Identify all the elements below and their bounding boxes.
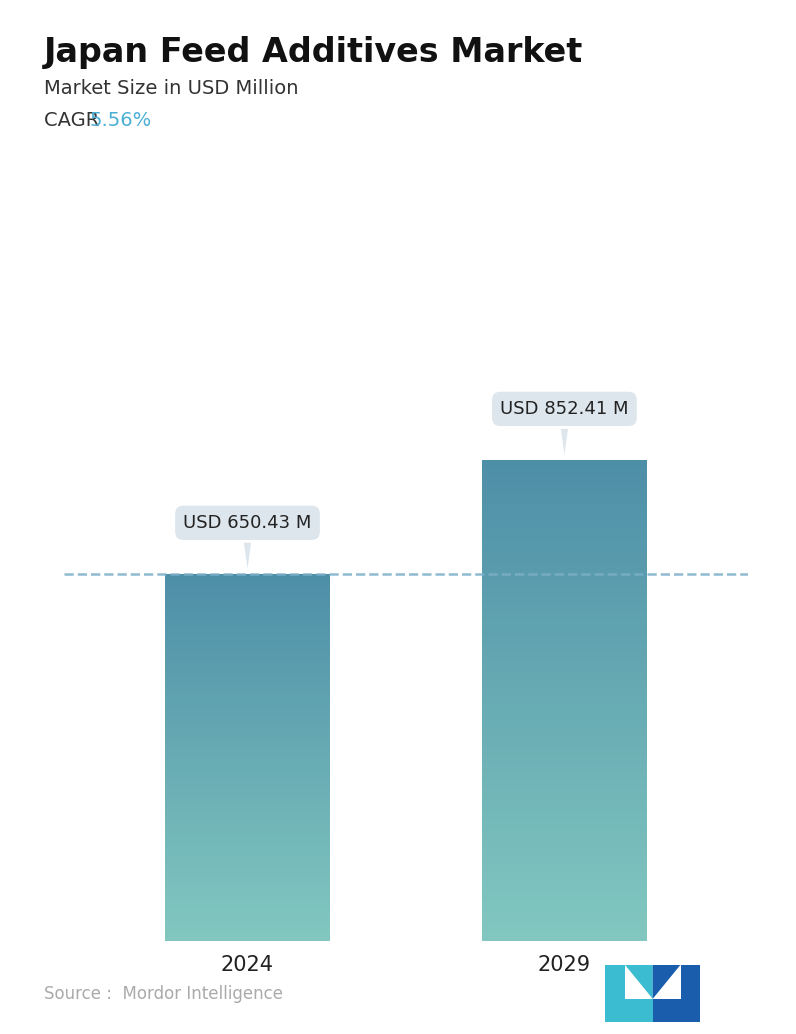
Polygon shape xyxy=(653,999,681,1022)
Polygon shape xyxy=(681,965,700,1022)
Polygon shape xyxy=(653,965,681,999)
Text: USD 650.43 M: USD 650.43 M xyxy=(183,514,312,569)
Text: USD 852.41 M: USD 852.41 M xyxy=(500,400,629,455)
Text: Source :  Mordor Intelligence: Source : Mordor Intelligence xyxy=(44,985,283,1003)
Polygon shape xyxy=(625,999,653,1022)
Polygon shape xyxy=(605,965,625,1022)
Text: 5.56%: 5.56% xyxy=(89,111,151,129)
Text: Market Size in USD Million: Market Size in USD Million xyxy=(44,79,298,97)
Text: CAGR: CAGR xyxy=(44,111,105,129)
Polygon shape xyxy=(625,965,653,999)
Text: Japan Feed Additives Market: Japan Feed Additives Market xyxy=(44,36,583,69)
